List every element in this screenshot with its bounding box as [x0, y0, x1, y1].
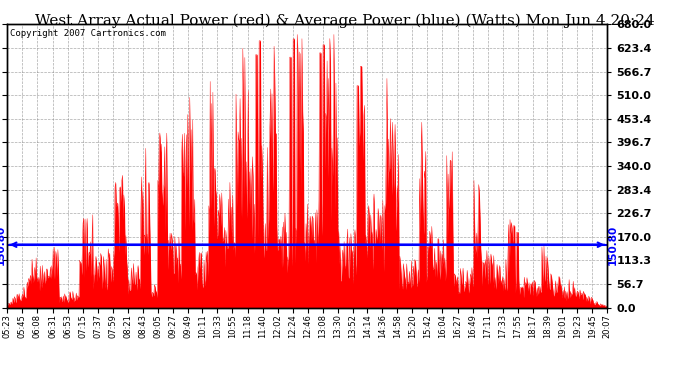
- Text: Copyright 2007 Cartronics.com: Copyright 2007 Cartronics.com: [10, 28, 166, 38]
- Text: 150.80: 150.80: [0, 225, 6, 265]
- Text: 150.80: 150.80: [608, 225, 618, 265]
- Text: West Array Actual Power (red) & Average Power (blue) (Watts) Mon Jun 4 20:24: West Array Actual Power (red) & Average …: [35, 13, 655, 27]
